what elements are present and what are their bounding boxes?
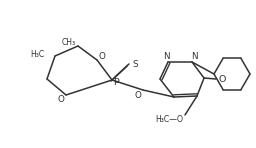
Text: CH₃: CH₃ [62,37,76,46]
Text: O: O [135,91,141,100]
Text: N: N [191,52,197,61]
Text: P: P [113,78,119,86]
Text: O: O [99,52,105,61]
Text: S: S [132,59,138,69]
Text: H₃C—O: H₃C—O [155,115,183,124]
Text: H₃C: H₃C [30,49,44,58]
Text: N: N [163,52,169,61]
Text: O: O [58,95,65,104]
Text: O: O [218,74,226,83]
